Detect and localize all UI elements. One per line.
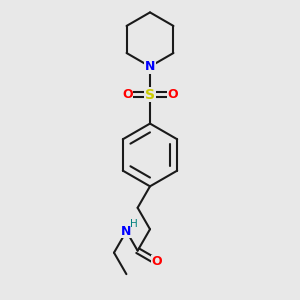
Text: O: O xyxy=(152,255,162,268)
Text: O: O xyxy=(122,88,133,101)
Text: S: S xyxy=(145,88,155,101)
Text: N: N xyxy=(121,225,132,238)
Text: N: N xyxy=(145,60,155,73)
Text: O: O xyxy=(167,88,178,101)
Text: H: H xyxy=(130,219,137,229)
